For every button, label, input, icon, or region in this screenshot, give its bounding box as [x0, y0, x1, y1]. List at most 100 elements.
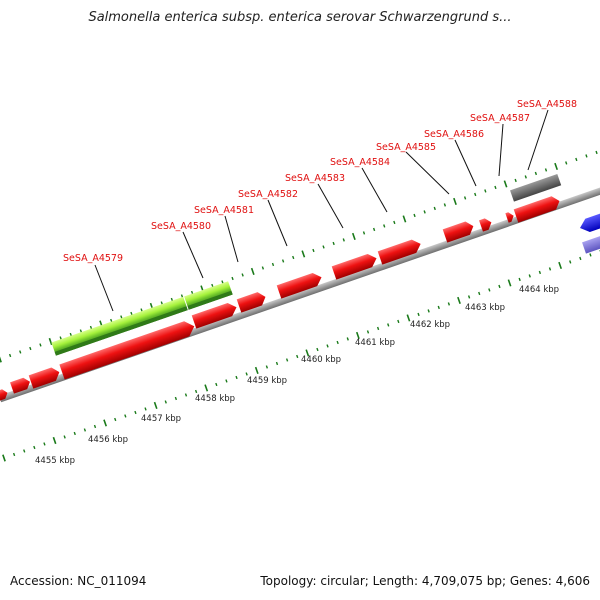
- minor-tick: [83, 428, 87, 432]
- minor-tick: [548, 267, 552, 271]
- minor-tick: [63, 435, 66, 439]
- minor-tick: [534, 171, 538, 176]
- major-tick: [52, 436, 57, 445]
- minor-tick: [498, 284, 501, 289]
- gene-label-sesa-a4585: SeSA_A4585: [376, 142, 436, 153]
- minor-tick: [463, 196, 467, 200]
- minor-tick: [342, 238, 345, 242]
- minor-tick: [538, 270, 542, 275]
- kbp-label-4463: 4463 kbp: [465, 303, 505, 313]
- minor-tick: [43, 442, 46, 446]
- gene-arrow[interactable]: [28, 366, 62, 389]
- minor-tick: [245, 372, 248, 376]
- major-tick: [204, 384, 209, 392]
- major-tick: [554, 162, 559, 171]
- minor-tick: [417, 312, 420, 317]
- gene-arrow-sesa-a4579[interactable]: [59, 319, 197, 380]
- minor-tick: [575, 157, 578, 162]
- minor-tick: [174, 396, 178, 401]
- minor-tick: [326, 344, 329, 348]
- minor-tick: [393, 220, 396, 225]
- gene-label-sesa-a4581: SeSA_A4581: [194, 205, 254, 216]
- kbp-label-4461: 4461 kbp: [355, 338, 395, 348]
- gene-arrow-sesa-a4581[interactable]: [236, 290, 268, 313]
- minor-tick: [120, 315, 123, 319]
- minor-tick: [275, 361, 279, 366]
- major-tick: [503, 180, 508, 188]
- minor-tick: [110, 318, 113, 323]
- minor-tick: [589, 253, 592, 257]
- kbp-label-4460: 4460 kbp: [301, 355, 341, 365]
- minor-tick: [484, 189, 487, 193]
- minor-tick: [73, 431, 76, 436]
- minor-tick: [518, 277, 521, 282]
- gene-label-sesa-a4579: SeSA_A4579: [63, 253, 123, 264]
- minor-tick: [285, 358, 289, 362]
- minor-tick: [144, 407, 147, 411]
- minor-tick: [89, 325, 93, 330]
- gene-arrow-sesa-a4583[interactable]: [331, 252, 379, 280]
- minor-tick: [528, 274, 531, 278]
- gene-label-sesa-a4580: SeSA_A4580: [151, 221, 211, 232]
- gray-feature[interactable]: [510, 173, 562, 202]
- minor-tick: [29, 346, 32, 351]
- minor-tick: [488, 288, 491, 292]
- gene-arrow-sesa-a4580[interactable]: [191, 301, 239, 329]
- minor-tick: [190, 290, 194, 295]
- minor-tick: [8, 353, 12, 358]
- minor-tick: [79, 329, 83, 333]
- gene-label-sesa-a4588: SeSA_A4588: [517, 99, 577, 110]
- kbp-label-4458: 4458 kbp: [195, 394, 235, 404]
- gene-arrow-sesa-a4588[interactable]: [513, 194, 562, 223]
- major-tick: [406, 314, 411, 322]
- minor-tick: [130, 311, 133, 316]
- minor-tick: [366, 330, 370, 334]
- gene-arrow[interactable]: [10, 376, 32, 394]
- minor-tick: [69, 332, 72, 337]
- minor-tick: [433, 206, 436, 211]
- minor-tick: [585, 154, 588, 158]
- major-tick: [402, 215, 407, 223]
- gene-arrow[interactable]: [0, 388, 9, 401]
- major-tick: [254, 366, 259, 375]
- gene-arrow-sesa-a4585[interactable]: [442, 220, 476, 243]
- minor-tick: [332, 241, 335, 246]
- minor-tick: [184, 393, 188, 397]
- kbp-label-group: 4455 kbp 4456 kbp 4457 kbp 4458 kbp 4459…: [35, 285, 559, 466]
- kbp-label-4464: 4464 kbp: [519, 285, 559, 295]
- minor-tick: [160, 301, 163, 305]
- minor-tick: [336, 340, 339, 345]
- kbp-label-4457: 4457 kbp: [141, 414, 181, 424]
- minor-tick: [372, 227, 376, 232]
- minor-tick: [33, 445, 36, 450]
- gene-arrow-sesa-a4584[interactable]: [377, 237, 423, 265]
- major-tick: [0, 356, 2, 363]
- minor-tick: [134, 410, 137, 415]
- minor-tick: [467, 295, 471, 299]
- minor-tick: [524, 175, 527, 179]
- major-tick: [305, 349, 310, 357]
- gene-arrow-sesa-a4587[interactable]: [505, 211, 515, 223]
- minor-tick: [261, 266, 265, 270]
- minor-tick: [544, 168, 548, 172]
- major-tick: [103, 419, 108, 427]
- minor-tick: [316, 347, 319, 352]
- gene-label-sesa-a4583: SeSA_A4583: [285, 173, 345, 184]
- gene-arrow-sesa-a4582[interactable]: [276, 271, 324, 299]
- genome-title: Salmonella enterica subsp. enterica sero…: [88, 10, 512, 25]
- kbp-label-4456: 4456 kbp: [88, 435, 128, 445]
- green-feature-track: [51, 281, 233, 356]
- lavender-feature[interactable]: [582, 229, 600, 254]
- kbp-label-4462: 4462 kbp: [410, 320, 450, 330]
- minor-tick: [180, 294, 184, 298]
- minor-tick: [474, 192, 477, 197]
- major-tick: [355, 331, 360, 340]
- blue-feature[interactable]: [578, 208, 600, 234]
- minor-tick: [595, 150, 598, 155]
- minor-tick: [231, 276, 234, 281]
- minor-tick: [569, 260, 572, 264]
- minor-tick: [423, 210, 426, 214]
- gene-arrow-sesa-a4586[interactable]: [479, 217, 493, 232]
- accession-text: Accession: NC_011094: [10, 574, 147, 588]
- minor-tick: [296, 354, 299, 359]
